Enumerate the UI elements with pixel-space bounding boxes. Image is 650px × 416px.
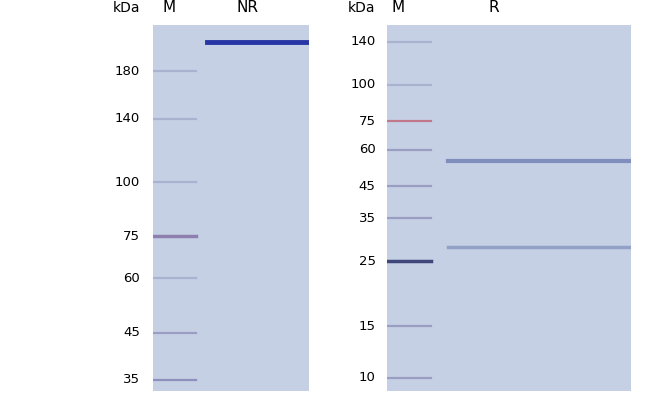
Text: 45: 45 [359,180,376,193]
Text: 35: 35 [359,212,376,225]
Text: kDa: kDa [348,0,376,15]
Text: 75: 75 [359,115,376,128]
Text: 180: 180 [114,64,140,78]
Text: kDa: kDa [112,0,140,15]
Text: 140: 140 [114,112,140,125]
Text: R: R [489,0,499,15]
Text: 35: 35 [123,374,140,386]
Text: 10: 10 [359,371,376,384]
Text: M: M [162,0,176,15]
Text: 15: 15 [359,319,376,332]
Text: NR: NR [236,0,258,15]
Text: 75: 75 [123,230,140,243]
Text: 100: 100 [350,78,376,91]
Text: M: M [392,0,405,15]
Text: 45: 45 [123,326,140,339]
Text: 100: 100 [114,176,140,188]
Text: 25: 25 [359,255,376,267]
Text: 140: 140 [350,35,376,48]
Text: 60: 60 [123,272,140,285]
Text: 60: 60 [359,143,376,156]
